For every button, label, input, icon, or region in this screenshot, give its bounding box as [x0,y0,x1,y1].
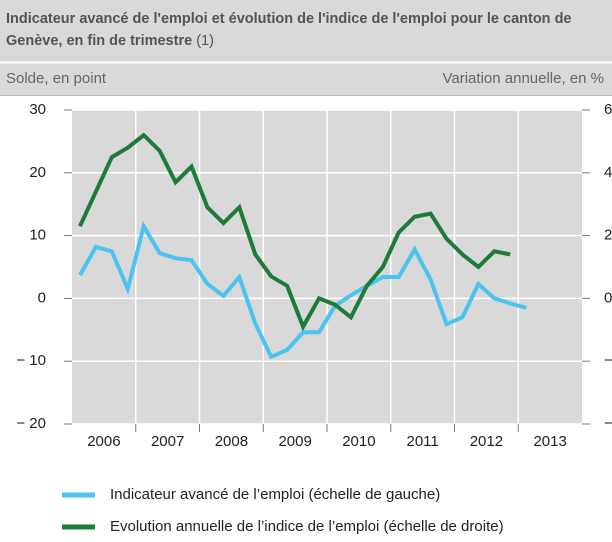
unit-band [0,62,612,96]
y-tick-label: − 10 [16,352,46,369]
y2-axis-label: Variation annuelle, en % [443,70,605,87]
y2-tick-label: 4 [604,164,612,181]
y2-tick-label: − 2 [604,352,612,369]
y-axis-label: Solde, en point [6,70,107,87]
x-tick-label: 2011 [406,433,438,450]
y-tick-label: 0 [38,289,46,306]
y-tick-label: 10 [29,227,46,244]
chart-title: Indicateur avancé de l'emploi et évoluti… [6,11,572,49]
x-tick-label: 2006 [87,433,120,450]
title-block: Indicateur avancé de l'emploi et évoluti… [0,0,612,62]
x-tick-label: 2008 [215,433,248,450]
y-tick-label: 20 [29,164,46,181]
y2-tick-label: 6 [604,101,612,118]
legend-label: Indicateur avancé de l’emploi (échelle d… [110,486,440,503]
x-tick-label: 2012 [470,433,503,450]
x-tick-label: 2009 [278,433,311,450]
series-line [78,220,527,360]
y-tick-label: − 20 [16,415,46,432]
y2-tick-label: 2 [604,227,612,244]
legend-label: Evolution annuelle de l’indice de l’empl… [110,518,504,535]
y-tick-label: 30 [29,101,46,118]
y2-tick-label: − 4 [604,415,612,432]
x-tick-label: 2013 [533,433,566,450]
x-tick-label: 2010 [342,433,375,450]
title-note: (1) [196,33,214,49]
y2-tick-label: 0 [604,289,612,306]
x-tick-label: 2007 [151,433,184,450]
series-line [78,132,511,332]
